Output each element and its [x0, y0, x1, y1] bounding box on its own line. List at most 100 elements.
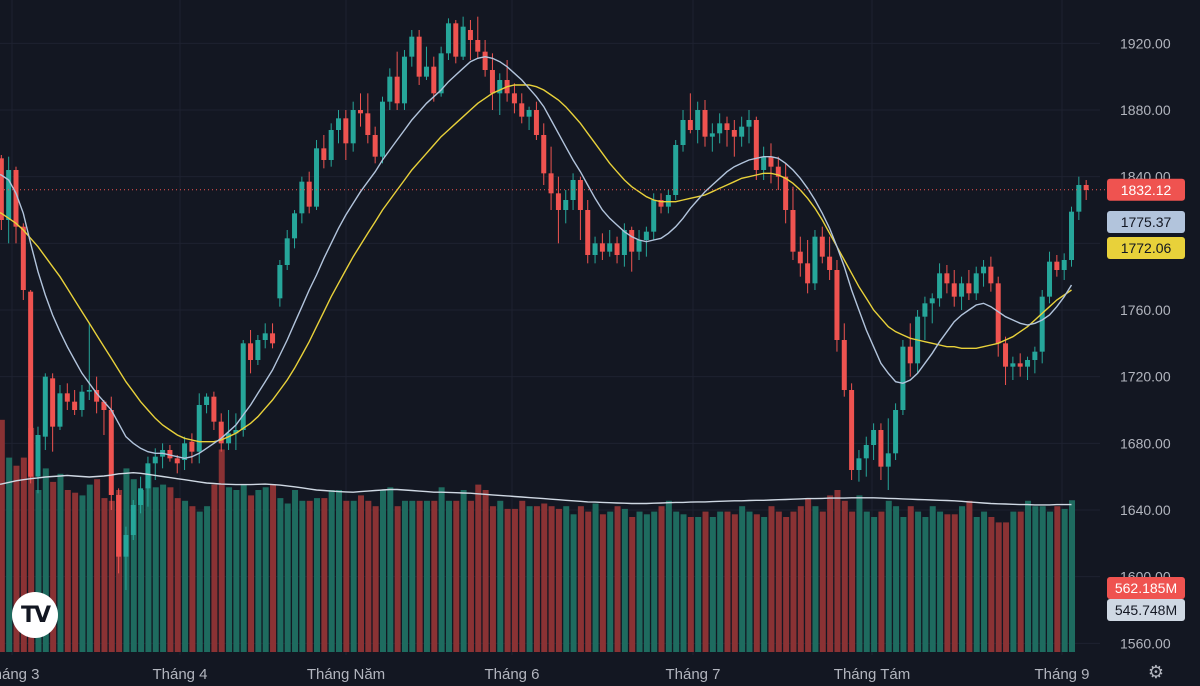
candle-body	[167, 450, 173, 459]
volume-bar	[834, 490, 841, 652]
volume-bar	[621, 508, 628, 652]
volume-bar	[64, 490, 71, 652]
candle-body	[995, 283, 1001, 344]
candle-body	[636, 240, 642, 252]
volume-bar	[922, 517, 929, 652]
candle-body	[358, 110, 363, 114]
candle-body	[805, 263, 811, 284]
volume-bar	[783, 517, 790, 652]
candle-body	[849, 390, 855, 470]
volume-bar	[614, 506, 621, 652]
candle-body	[1047, 261, 1053, 297]
candle-body	[387, 76, 393, 102]
volume-bar	[189, 506, 196, 652]
candle-body	[907, 346, 913, 364]
candle-body	[328, 130, 334, 160]
volume-bar	[262, 487, 269, 652]
candle-body	[922, 303, 928, 317]
volume-bar	[182, 500, 189, 652]
candle-body	[138, 488, 144, 505]
candle-body	[401, 56, 407, 104]
ma-slow-tag: 1772.06	[1107, 237, 1185, 259]
volume-bar	[533, 506, 540, 652]
volume-bar	[174, 498, 181, 652]
logo-text: TV	[20, 602, 51, 628]
candle-body	[0, 158, 4, 220]
candle-body	[673, 145, 679, 195]
volume-bar	[951, 514, 958, 652]
candle-body	[94, 390, 100, 402]
candle-body	[145, 463, 151, 489]
candle-body	[1003, 343, 1009, 367]
volume-bar	[57, 473, 64, 652]
candle-body	[431, 66, 437, 94]
candle-body	[226, 433, 232, 444]
volume-bar	[585, 511, 592, 652]
candle-body	[651, 200, 657, 232]
ma-slow-tag-bg	[1107, 237, 1185, 259]
volume-ma-tag-bg	[1107, 599, 1185, 621]
volume-bar	[1025, 500, 1032, 652]
volume-bar	[966, 500, 973, 652]
x-tick-label: Tháng 7	[665, 666, 720, 683]
volume-bar	[299, 500, 306, 652]
volume-ma-tag: 545.748M	[1107, 599, 1185, 621]
ma-slow-line	[0, 84, 1072, 443]
candle-body	[86, 390, 92, 392]
candle-body	[270, 333, 276, 344]
candle-body	[204, 396, 210, 405]
volume-bar	[570, 514, 577, 652]
volume-bar	[790, 511, 797, 652]
settings-icon[interactable]: ⚙	[1147, 662, 1165, 682]
candle-body	[856, 458, 862, 470]
candle-body	[394, 76, 400, 104]
candle-body	[152, 456, 158, 464]
tradingview-logo-icon[interactable]: TV	[12, 592, 58, 638]
volume-bar	[665, 500, 672, 652]
candle-body	[13, 170, 19, 227]
volume-bar	[915, 511, 922, 652]
candle-body	[218, 421, 224, 444]
volume-bar	[702, 511, 709, 652]
volume-bar	[1003, 522, 1010, 652]
volume-bar	[563, 506, 570, 652]
volume-bar	[160, 484, 167, 652]
volume-bar	[211, 484, 218, 652]
candles	[0, 16, 1089, 590]
x-tick-label: Tháng 4	[152, 666, 207, 683]
candle-body	[885, 453, 891, 467]
candle-body	[599, 243, 605, 252]
volume-bar	[226, 487, 233, 652]
last-price-tag: 1832.12	[1107, 178, 1185, 201]
volume-bar	[204, 506, 211, 652]
volume-bar	[900, 517, 907, 652]
volume-bar	[72, 492, 79, 652]
candle-body	[482, 51, 488, 70]
candle-body	[1032, 351, 1038, 360]
volume-bar	[1017, 511, 1024, 652]
volume-bar	[1039, 506, 1046, 652]
volume-ma-line	[0, 471, 1072, 506]
volume-bar	[145, 473, 152, 652]
volume-bar	[314, 498, 321, 652]
volume-bar	[797, 506, 804, 652]
volume-bar	[504, 508, 511, 652]
volume-bar	[86, 484, 93, 652]
candle-body	[761, 156, 767, 170]
candle-body	[878, 430, 884, 467]
candle-body	[577, 180, 583, 210]
candle-body	[863, 445, 869, 459]
candle-body	[321, 148, 327, 160]
volume-bar	[460, 490, 467, 652]
candle-body	[929, 298, 935, 304]
candle-body	[248, 343, 254, 360]
candle-body	[687, 120, 693, 130]
volume-bar	[1047, 511, 1054, 652]
candle-body	[724, 123, 730, 130]
volume-bar	[871, 517, 878, 652]
last-price-tag-bg	[1107, 178, 1185, 201]
candle-body	[116, 495, 122, 557]
candle-body	[592, 243, 598, 255]
y-tick-label: 1760.00	[1120, 302, 1171, 318]
